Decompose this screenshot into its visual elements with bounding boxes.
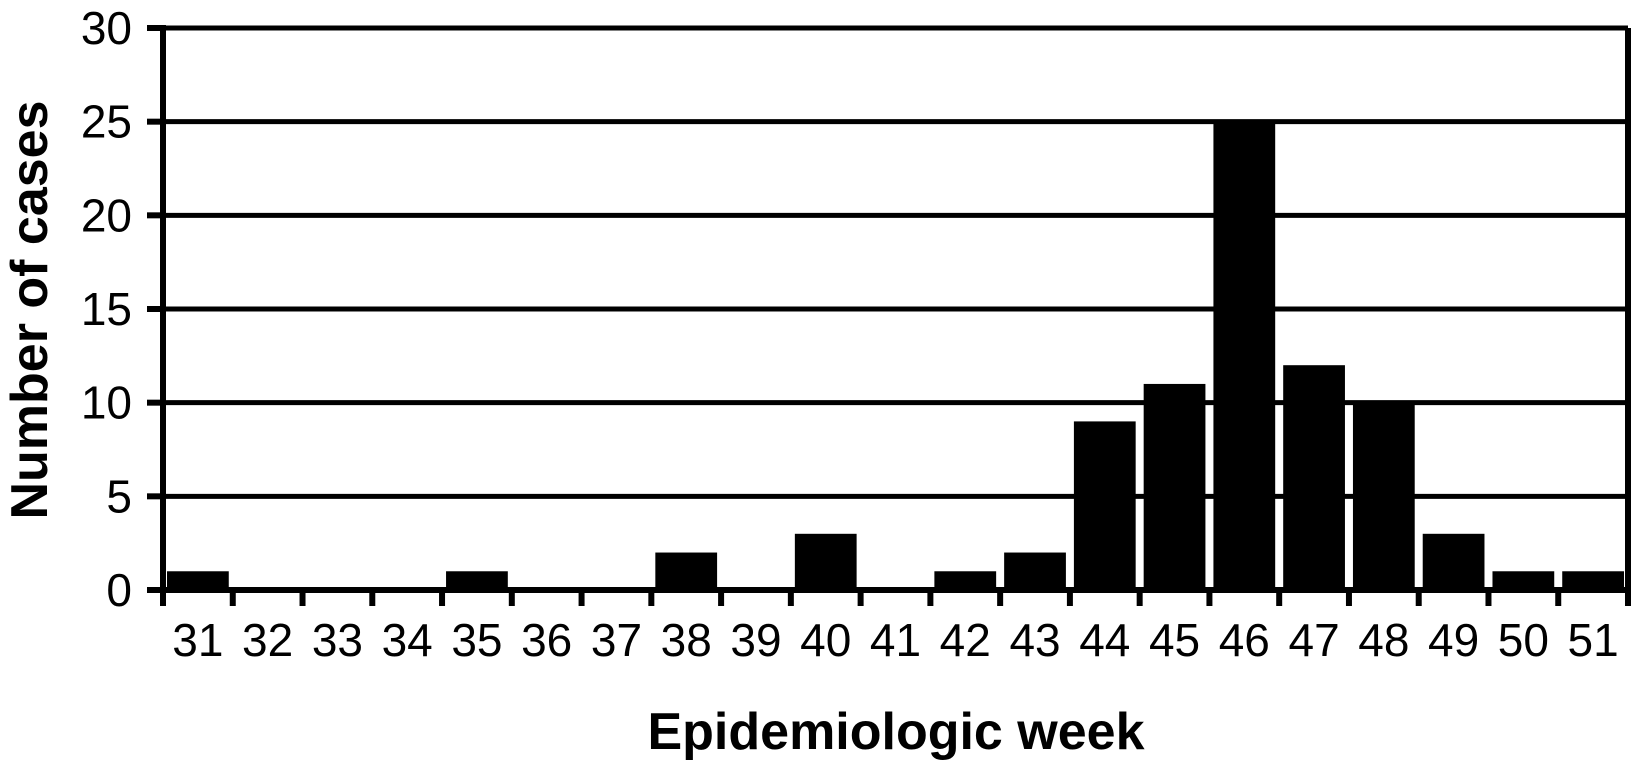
x-tick-label: 33 (312, 614, 363, 666)
bar-week-49 (1422, 533, 1485, 590)
y-axis-title: Number of cases (1, 100, 59, 520)
x-tick-label: 38 (661, 614, 712, 666)
bar-week-47 (1283, 365, 1345, 590)
bar-week-48 (1352, 402, 1415, 590)
x-tick-label: 34 (382, 614, 433, 666)
bar-week-35 (446, 571, 508, 590)
x-tick-label: 40 (800, 614, 851, 666)
y-tick-label: 0 (106, 564, 132, 616)
x-tick-label: 43 (1009, 614, 1060, 666)
x-tick-label: 35 (451, 614, 502, 666)
bar-week-46 (1213, 121, 1276, 591)
x-tick-label: 47 (1288, 614, 1339, 666)
x-tick-label: 41 (870, 614, 921, 666)
x-tick-label: 31 (172, 614, 223, 666)
x-tick-label: 51 (1568, 614, 1619, 666)
bar-week-43 (1004, 552, 1066, 590)
bar-week-38 (655, 552, 718, 590)
x-tick-label: 46 (1219, 614, 1270, 666)
bar-week-50 (1492, 571, 1555, 590)
y-tick-label: 25 (81, 96, 132, 148)
y-tick-label: 15 (81, 283, 132, 335)
x-tick-label: 37 (591, 614, 642, 666)
x-tick-label: 39 (730, 614, 781, 666)
x-tick-label: 44 (1079, 614, 1130, 666)
bar-week-40 (794, 533, 857, 590)
x-axis-title: Epidemiologic week (647, 703, 1145, 761)
bar-week-42 (934, 571, 997, 590)
x-tick-label: 45 (1149, 614, 1200, 666)
y-tick-label: 10 (81, 377, 132, 429)
y-tick-label: 5 (106, 470, 132, 522)
bar-week-31 (167, 571, 229, 590)
bar-week-44 (1073, 421, 1136, 590)
x-tick-label: 36 (521, 614, 572, 666)
x-tick-label: 48 (1358, 614, 1409, 666)
bar-week-45 (1143, 383, 1206, 590)
x-tick-label: 50 (1498, 614, 1549, 666)
x-tick-label: 32 (242, 614, 293, 666)
y-tick-label: 20 (81, 189, 132, 241)
x-tick-label: 49 (1428, 614, 1479, 666)
x-tick-label: 42 (940, 614, 991, 666)
y-tick-label: 30 (81, 2, 132, 54)
bar-week-51 (1562, 571, 1624, 590)
